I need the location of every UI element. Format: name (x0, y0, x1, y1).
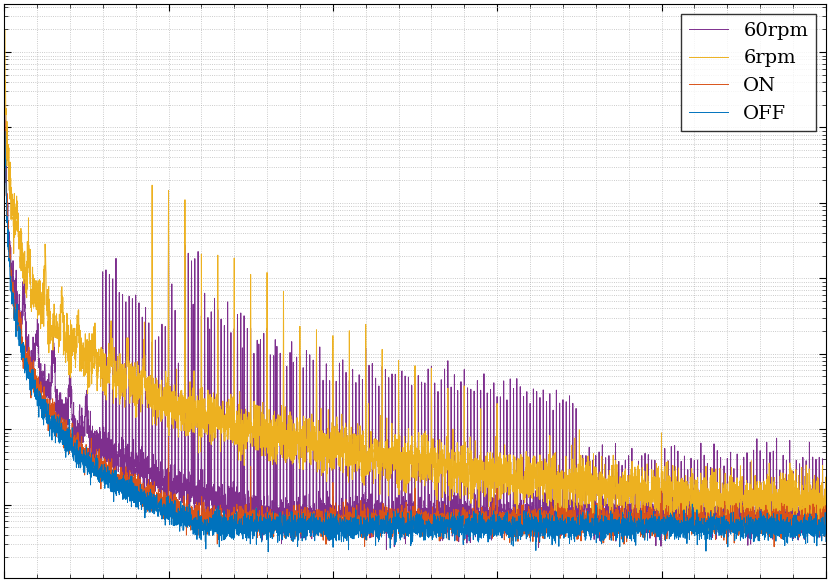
OFF (492, 510, 502, 517)
60rpm (382, 546, 392, 553)
Legend: 60rpm, 6rpm, ON, OFF: 60rpm, 6rpm, ON, OFF (681, 14, 816, 130)
ON (0, 117, 10, 124)
Line: 6rpm: 6rpm (5, 30, 826, 534)
60rpm (613, 506, 622, 513)
OFF (263, 548, 273, 555)
ON (534, 528, 544, 535)
OFF (821, 538, 830, 545)
6rpm (675, 481, 685, 488)
ON (149, 485, 159, 492)
ON (821, 513, 830, 520)
6rpm (149, 413, 159, 420)
Line: ON: ON (5, 120, 826, 546)
OFF (0, 128, 10, 135)
6rpm (0, 27, 10, 34)
ON (675, 520, 685, 527)
6rpm (492, 439, 502, 446)
60rpm (821, 484, 830, 491)
60rpm (0, 102, 10, 109)
ON (314, 533, 324, 540)
60rpm (675, 508, 685, 515)
60rpm (534, 505, 544, 512)
6rpm (534, 483, 544, 490)
OFF (675, 530, 685, 537)
60rpm (492, 516, 502, 523)
6rpm (613, 470, 622, 477)
OFF (534, 524, 544, 531)
6rpm (314, 417, 324, 424)
6rpm (821, 518, 830, 525)
OFF (613, 530, 622, 537)
ON (769, 543, 779, 550)
60rpm (149, 480, 159, 487)
6rpm (763, 531, 773, 538)
60rpm (314, 510, 324, 517)
OFF (149, 510, 159, 517)
ON (492, 521, 502, 528)
ON (613, 502, 622, 509)
Line: OFF: OFF (5, 132, 826, 552)
Line: 60rpm: 60rpm (5, 105, 826, 549)
OFF (314, 521, 324, 528)
